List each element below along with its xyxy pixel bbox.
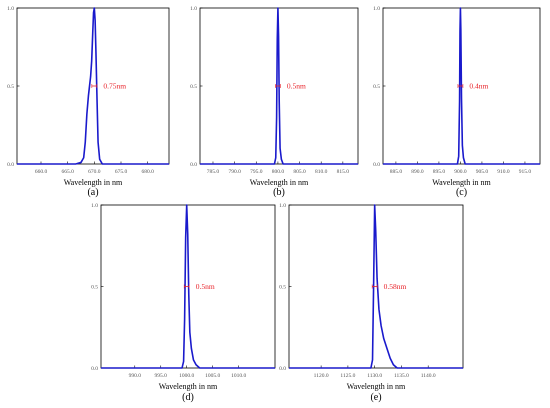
y-tick-label: 0.5 — [279, 285, 286, 291]
x-tick-label: 785.0 — [207, 169, 220, 175]
chart-panel-3: 0.0 0.5 1.0 885.0 890.0 895.0 900.0 905.0 910.0 9… — [373, 6, 541, 198]
x-axis-label: Wavelength in nm — [347, 382, 406, 391]
x-tick-label: 1125.0 — [340, 373, 355, 379]
x-tick-label: 790.0 — [228, 169, 241, 175]
x-tick-label: 990.0 — [129, 373, 142, 379]
x-tick-label: 1140.0 — [421, 373, 436, 379]
y-tick-label: 0.5 — [373, 84, 380, 90]
x-tick-label: 1005.0 — [205, 373, 220, 379]
fwhm-annotation: 0.4nm — [469, 82, 488, 91]
x-tick-label: 910.0 — [497, 169, 510, 175]
x-axis-label: Wavelength in nm — [159, 382, 218, 391]
panel-label: (e) — [370, 392, 381, 403]
x-tick-label: 1010.0 — [231, 373, 246, 379]
x-tick-label: 1130.0 — [367, 373, 382, 379]
chart-panel-1: 0.0 0.5 1.0 660.0 665.0 670.0 675.0 680.0 0.75nm… — [7, 6, 170, 198]
y-tick-label: 0.5 — [190, 84, 197, 90]
x-axis-label: Wavelength in nm — [250, 178, 309, 187]
y-tick-label: 0.0 — [7, 162, 14, 168]
y-tick-label: 0.0 — [91, 366, 98, 372]
panel-label: (a) — [87, 187, 98, 198]
spectrum-line — [289, 204, 463, 369]
x-tick-label: 805.0 — [293, 169, 306, 175]
x-tick-label: 815.0 — [337, 169, 350, 175]
y-tick-label: 1.0 — [7, 6, 14, 12]
y-tick-label: 0.5 — [7, 84, 14, 90]
x-tick-label: 1000.0 — [179, 373, 194, 379]
x-tick-label: 1120.0 — [314, 373, 329, 379]
x-tick-label: 905.0 — [476, 169, 489, 175]
spectrum-line — [17, 7, 169, 165]
y-tick-label: 1.0 — [190, 6, 197, 12]
x-tick-label: 670.0 — [88, 169, 101, 175]
x-tick-label: 800.0 — [272, 169, 285, 175]
x-tick-label: 810.0 — [315, 169, 328, 175]
x-tick-label: 995.0 — [155, 373, 168, 379]
panel-label: (b) — [273, 187, 285, 198]
fwhm-annotation: 0.5nm — [287, 82, 306, 91]
x-tick-label: 900.0 — [454, 169, 467, 175]
x-tick-label: 915.0 — [519, 169, 532, 175]
x-tick-label: 665.0 — [61, 169, 74, 175]
y-tick-label: 0.5 — [91, 285, 98, 291]
fwhm-annotation: 0.75nm — [103, 82, 126, 91]
panel-label: (d) — [182, 392, 194, 403]
chart-panel-5: 0.0 0.5 1.0 1120.0 1125.0 1130.0 1135.0 1140.0 0… — [279, 203, 464, 403]
x-tick-label: 675.0 — [115, 169, 128, 175]
spectrum-line — [383, 7, 540, 165]
chart-panel-2: 0.0 0.5 1.0 785.0 790.0 795.0 800.0 805.0 810.0 8… — [190, 6, 359, 198]
y-tick-label: 1.0 — [373, 6, 380, 12]
x-tick-label: 885.0 — [390, 169, 403, 175]
x-axis-label: Wavelength in nm — [432, 178, 491, 187]
y-tick-label: 0.0 — [190, 162, 197, 168]
y-tick-label: 0.0 — [279, 366, 286, 372]
x-tick-label: 680.0 — [141, 169, 154, 175]
x-tick-label: 895.0 — [433, 169, 446, 175]
y-tick-label: 0.0 — [373, 162, 380, 168]
panel-label: (c) — [456, 187, 467, 198]
y-tick-label: 1.0 — [91, 203, 98, 209]
chart-panel-4: 0.0 0.5 1.0 990.0 995.0 1000.0 1005.0 1010.0 0.5… — [91, 203, 276, 403]
fwhm-annotation: 0.58nm — [384, 282, 407, 291]
x-tick-label: 795.0 — [250, 169, 263, 175]
x-axis-label: Wavelength in nm — [64, 178, 123, 187]
spectrum-line — [101, 204, 275, 369]
spectrum-line — [200, 7, 358, 165]
fwhm-annotation: 0.5nm — [196, 282, 215, 291]
y-tick-label: 1.0 — [279, 203, 286, 209]
x-tick-label: 1135.0 — [394, 373, 409, 379]
x-tick-label: 660.0 — [35, 169, 48, 175]
x-tick-label: 890.0 — [411, 169, 424, 175]
